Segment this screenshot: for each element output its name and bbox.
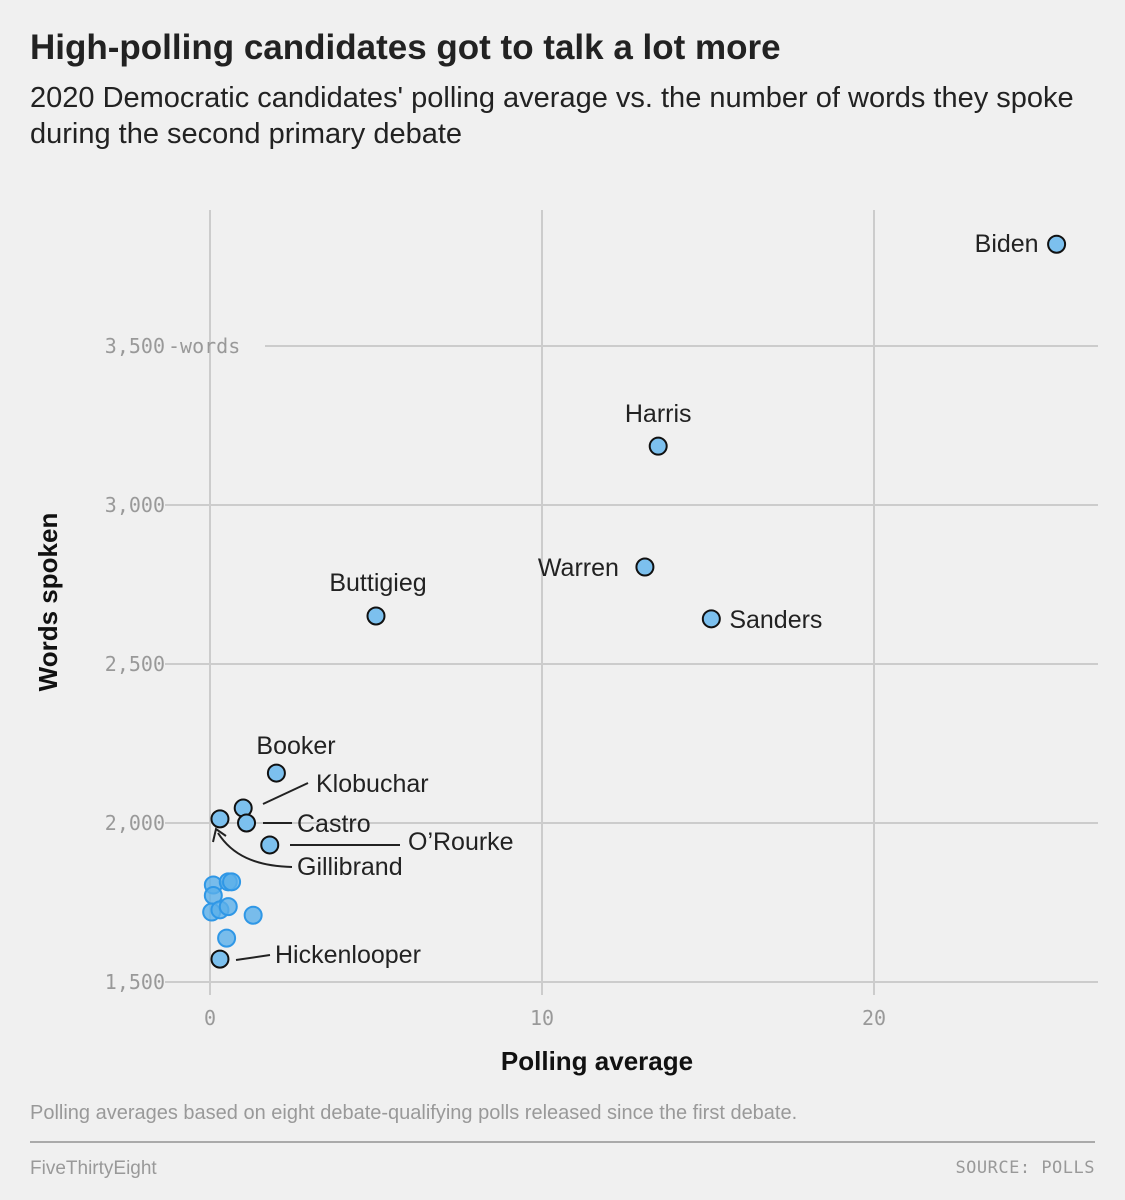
data-label: Castro (297, 810, 371, 838)
data-label: Warren (538, 554, 619, 582)
chart-subtitle: 2020 Democratic candidates' polling aver… (30, 82, 1074, 150)
source-credit: SOURCE: POLLS (955, 1158, 1095, 1178)
chart-title: High-polling candidates got to talk a lo… (30, 28, 781, 67)
data-point-sanders (701, 609, 721, 629)
data-point (243, 905, 263, 925)
y-tick-label: 3,000 (105, 493, 165, 517)
brand-logo: FiveThirtyEight (30, 1158, 157, 1179)
data-label: Buttigieg (329, 569, 426, 597)
leader-line (235, 954, 271, 961)
data-point-castro (237, 813, 257, 833)
data-point-booker (266, 763, 286, 783)
data-label: Hickenlooper (275, 941, 421, 969)
data-point-harris (648, 436, 668, 456)
data-point (218, 897, 238, 917)
data-label: Biden (975, 230, 1039, 258)
data-label: Sanders (729, 606, 822, 634)
data-label: Booker (256, 732, 335, 760)
data-point-orourke (260, 835, 280, 855)
y-tick-label: 3,500 (105, 334, 165, 358)
data-point-buttigieg (366, 606, 386, 626)
y-tick-label: 2,500 (105, 652, 165, 676)
x-tick-label: 20 (862, 1006, 886, 1030)
data-label: Harris (625, 400, 692, 428)
data-point-hickenlooper (210, 949, 230, 969)
footnote: Polling averages based on eight debate-q… (30, 1102, 798, 1124)
y-axis-title: Words spoken (33, 513, 63, 692)
data-label: O’Rourke (408, 828, 514, 856)
data-point (217, 928, 237, 948)
x-tick-label: 10 (530, 1006, 554, 1030)
leader-line (262, 782, 309, 805)
y-tick-unit: -words (168, 334, 240, 358)
data-label: Gillibrand (297, 853, 403, 881)
footer-divider (30, 1141, 1095, 1143)
y-tick-label: 2,000 (105, 811, 165, 835)
leader-arrow (217, 832, 293, 868)
data-label: Klobuchar (316, 770, 429, 798)
data-point (222, 872, 242, 892)
scatter-chart: 0 10 20 1,500 2,000 2,500 3,000 3,500 -words Poll… (33, 210, 1098, 1076)
x-axis-title: Polling average (501, 1046, 693, 1076)
y-tick-label: 1,500 (105, 970, 165, 994)
data-point-warren (635, 557, 655, 577)
data-point-biden (1047, 234, 1067, 254)
arrowhead-icon (212, 827, 227, 843)
data-point-gillibrand (210, 809, 230, 829)
x-tick-label: 0 (204, 1006, 216, 1030)
